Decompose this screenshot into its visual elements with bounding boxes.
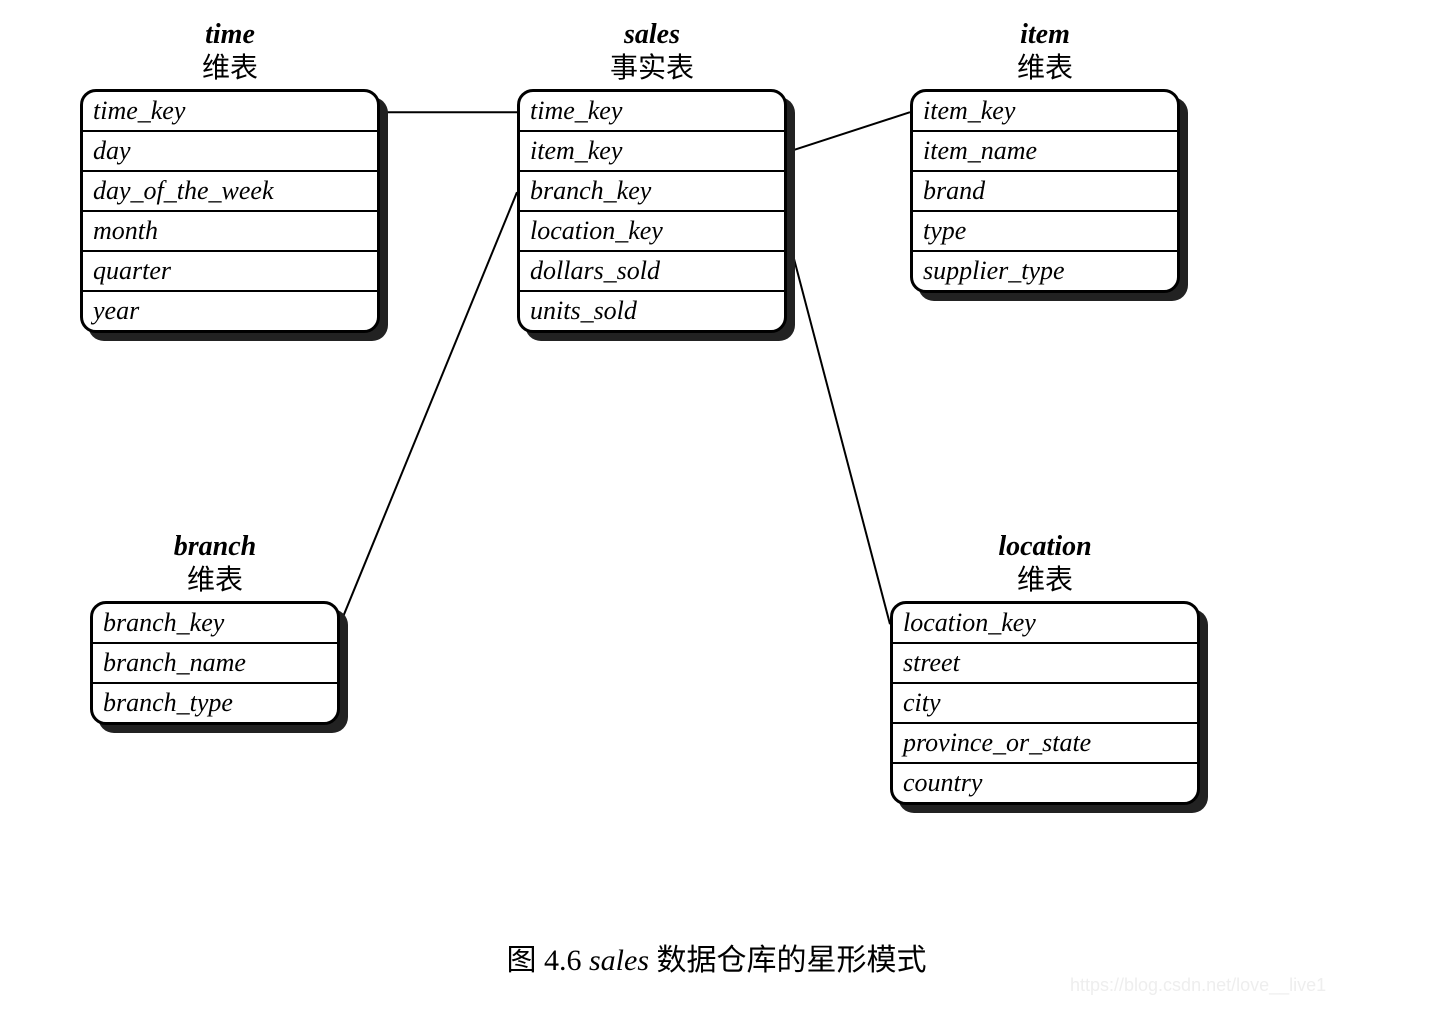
table-row: quarter: [83, 252, 377, 292]
table-row: year: [83, 292, 377, 330]
table-row: units_sold: [520, 292, 784, 330]
table-body: item_keyitem_namebrandtypesupplier_type: [910, 89, 1180, 293]
table-row: brand: [913, 172, 1177, 212]
table-body: time_keydayday_of_the_weekmonthquarterye…: [80, 89, 380, 333]
table-row: item_name: [913, 132, 1177, 172]
table-row: province_or_state: [893, 724, 1197, 764]
table-subtitle: 维表: [890, 564, 1200, 598]
table-row: branch_name: [93, 644, 337, 684]
table-title: time维表: [80, 18, 380, 85]
table-row: supplier_type: [913, 252, 1177, 290]
table-sales: sales事实表time_keyitem_keybranch_keylocati…: [517, 18, 787, 333]
table-row: city: [893, 684, 1197, 724]
table-row: type: [913, 212, 1177, 252]
table-subtitle: 维表: [910, 52, 1180, 86]
table-name: time: [80, 18, 380, 52]
table-body: time_keyitem_keybranch_keylocation_keydo…: [517, 89, 787, 333]
table-location: location维表location_keystreetcityprovince…: [890, 530, 1200, 805]
table-time: time维表time_keydayday_of_the_weekmonthqua…: [80, 18, 380, 333]
caption-prefix: 图 4.6: [507, 944, 590, 977]
table-row: branch_key: [93, 604, 337, 644]
table-row: location_key: [893, 604, 1197, 644]
table-subtitle: 维表: [80, 52, 380, 86]
table-row: time_key: [83, 92, 377, 132]
table-item: item维表item_keyitem_namebrandtypesupplier…: [910, 18, 1180, 293]
table-branch: branch维表branch_keybranch_namebranch_type: [90, 530, 340, 725]
table-title: sales事实表: [517, 18, 787, 85]
table-row: time_key: [520, 92, 784, 132]
table-row: branch_type: [93, 684, 337, 722]
diagram-canvas: 图 4.6 sales 数据仓库的星形模式 https://blog.csdn.…: [0, 0, 1433, 1015]
table-body: location_keystreetcityprovince_or_statec…: [890, 601, 1200, 805]
table-row: day: [83, 132, 377, 172]
watermark: https://blog.csdn.net/love__live1: [1070, 975, 1326, 996]
table-name: sales: [517, 18, 787, 52]
table-row: branch_key: [520, 172, 784, 212]
table-row: country: [893, 764, 1197, 802]
edge-item-sales: [787, 112, 910, 152]
table-row: location_key: [520, 212, 784, 252]
table-title: location维表: [890, 530, 1200, 597]
table-row: item_key: [913, 92, 1177, 132]
caption-suffix: 数据仓库的星形模式: [649, 944, 927, 977]
figure-caption: 图 4.6 sales 数据仓库的星形模式: [0, 935, 1433, 979]
table-subtitle: 事实表: [517, 52, 787, 86]
table-row: street: [893, 644, 1197, 684]
table-name: item: [910, 18, 1180, 52]
table-row: item_key: [520, 132, 784, 172]
table-title: branch维表: [90, 530, 340, 597]
table-body: branch_keybranch_namebranch_type: [90, 601, 340, 725]
caption-italic: sales: [589, 944, 649, 977]
table-row: day_of_the_week: [83, 172, 377, 212]
table-row: month: [83, 212, 377, 252]
table-subtitle: 维表: [90, 564, 340, 598]
table-name: branch: [90, 530, 340, 564]
edge-location-sales: [787, 232, 890, 624]
table-title: item维表: [910, 18, 1180, 85]
table-row: dollars_sold: [520, 252, 784, 292]
table-name: location: [890, 530, 1200, 564]
